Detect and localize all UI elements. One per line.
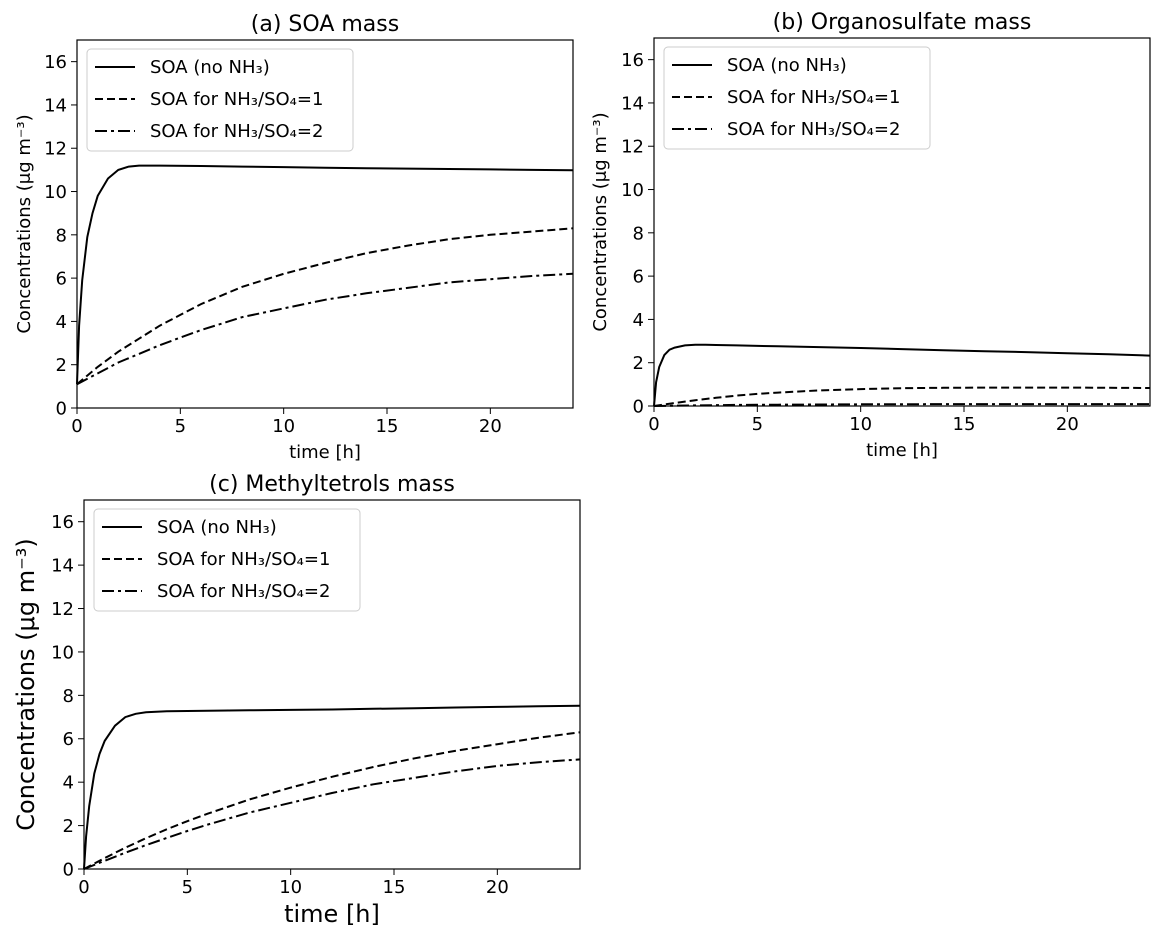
y-tick-label: 10 [51,642,74,663]
x-tick-label: 15 [376,416,399,437]
x-tick-label: 20 [1056,414,1079,435]
legend-label-2: SOA for NH₃/SO₄=1 [727,87,900,108]
x-tick-label: 20 [479,416,502,437]
y-tick-label: 16 [621,50,644,71]
legend-box [93,508,361,612]
legend-label-2: SOA for NH₃/SO₄=1 [157,549,330,570]
y-tick-label: 14 [51,556,74,577]
legend-label-2: SOA for NH₃/SO₄=1 [150,89,323,110]
legend: SOA (no NH₃) SOA for NH₃/SO₄=1 SOA for NH₃… [86,48,354,152]
y-tick-label: 6 [633,267,644,288]
series-line-2 [83,731,581,870]
legend-label-3: SOA for NH₃/SO₄=2 [157,581,330,602]
x-tick-label: 15 [383,877,406,898]
x-tick-label: 10 [849,414,872,435]
y-tick-label: 4 [63,773,74,794]
y-tick-label: 8 [56,225,67,246]
y-tick-label: 10 [621,180,644,201]
x-axis-label: time [h] [284,900,380,928]
series-line-2 [76,227,574,385]
y-tick-label: 10 [44,182,67,203]
x-tick-label: 5 [175,416,186,437]
y-tick-label: 14 [621,93,644,114]
x-tick-label: 0 [78,877,89,898]
y-axis-label: Concentrations (μg m⁻³) [12,538,40,830]
y-tick-label: 2 [633,353,644,374]
y-tick-label: 2 [56,355,67,376]
series-line-1 [83,704,581,870]
series-line-3 [83,758,581,870]
y-axis-label: Concentrations (μg m⁻³) [14,114,35,333]
series-line-1 [653,343,1151,407]
legend-label-1: SOA (no NH₃) [150,57,270,78]
y-tick-label: 14 [44,95,67,116]
series-line-3 [76,272,574,386]
series-line-2 [653,386,1151,407]
x-tick-label: 20 [486,877,509,898]
x-tick-label: 0 [71,416,82,437]
y-tick-label: 16 [51,512,74,533]
y-tick-label: 8 [633,223,644,244]
legend-label-1: SOA (no NH₃) [157,517,277,538]
legend-box [86,48,354,152]
y-tick-label: 8 [63,686,74,707]
y-tick-label: 12 [621,137,644,158]
y-tick-label: 0 [633,396,644,417]
chart-title: (c) Methyltetrols mass [209,472,455,497]
x-tick-label: 10 [279,877,302,898]
series-line-1 [76,164,574,385]
x-axis-label: time [h] [289,442,361,463]
x-axis-label: time [h] [866,440,938,461]
y-tick-label: 0 [56,398,67,419]
legend-label-3: SOA for NH₃/SO₄=2 [150,121,323,142]
legend-label-3: SOA for NH₃/SO₄=2 [727,119,900,140]
legend: SOA (no NH₃) SOA for NH₃/SO₄=1 SOA for NH₃… [93,508,361,612]
y-tick-label: 12 [44,139,67,160]
series-line-3 [653,403,1150,407]
y-tick-label: 4 [633,310,644,331]
legend: SOA (no NH₃) SOA for NH₃/SO₄=1 SOA for NH₃… [663,46,931,150]
subplot-2: 0 5 10 15 20 0 2 4 6 8 10 12 14 16 (b) Organosulfate m… [590,10,1151,461]
subplot-1: 0 5 10 15 20 0 2 4 6 8 10 12 14 16 (a) SOA mass time [h… [14,12,574,463]
subplot-3: 0 5 10 15 20 0 2 4 6 8 10 12 14 16 (c) Methyltetrols m… [12,472,581,928]
y-tick-label: 0 [63,859,74,880]
plot-frame [83,499,581,870]
chart-title: (a) SOA mass [251,12,399,37]
x-tick-label: 5 [182,877,193,898]
y-tick-label: 4 [56,312,67,333]
y-tick-label: 16 [44,52,67,73]
y-tick-label: 6 [63,729,74,750]
legend-box [663,46,931,150]
y-tick-label: 12 [51,599,74,620]
y-tick-label: 6 [56,269,67,290]
plot-frame [653,37,1151,407]
y-axis-label: Concentrations (μg m⁻³) [590,112,611,331]
legend-label-1: SOA (no NH₃) [727,55,847,76]
x-tick-label: 10 [272,416,295,437]
chart-title: (b) Organosulfate mass [773,10,1032,35]
x-tick-label: 0 [648,414,659,435]
x-tick-label: 15 [953,414,976,435]
plot-frame [76,39,574,409]
x-tick-label: 5 [752,414,763,435]
y-tick-label: 2 [63,816,74,837]
